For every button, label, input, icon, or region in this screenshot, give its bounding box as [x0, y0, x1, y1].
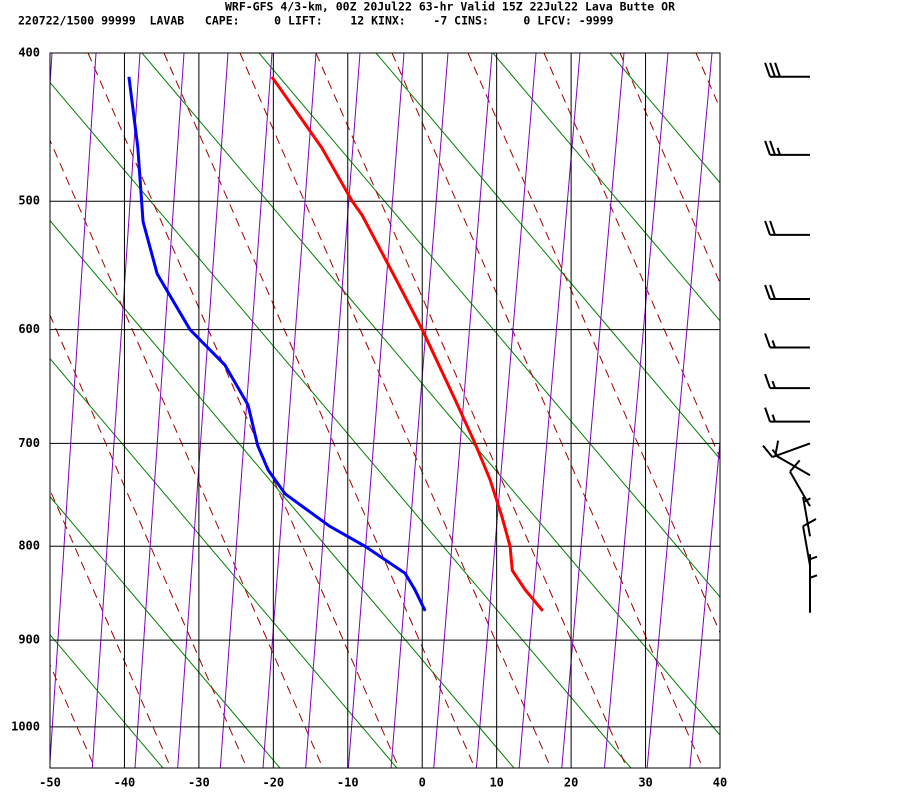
x-tick-label: -30 — [188, 776, 210, 790]
y-tick-label: 900 — [18, 633, 40, 647]
mixing-ratio — [134, 53, 185, 768]
mixing-ratio — [561, 53, 625, 768]
dry-adiabat — [141, 53, 720, 736]
y-tick-label: 600 — [18, 322, 40, 336]
dry-adiabat — [375, 53, 720, 460]
mixing-ratio — [262, 53, 317, 768]
mixing-ratio — [475, 53, 537, 768]
dry-adiabat — [492, 53, 720, 322]
mixing-ratio — [433, 53, 493, 768]
wind-barb — [762, 442, 811, 459]
dry-adiabat — [258, 53, 720, 598]
moist-adiabat — [50, 663, 96, 768]
dry-adiabat — [0, 53, 46, 768]
mixing-ratio — [518, 53, 581, 768]
moist-adiabat — [87, 53, 400, 768]
wind-barb — [802, 518, 817, 566]
mixing-ratio — [177, 53, 229, 768]
moist-adiabat — [239, 53, 552, 768]
mixing-ratio — [390, 53, 449, 768]
moist-adiabat — [50, 313, 248, 768]
moist-adiabat — [50, 488, 172, 768]
mixing-ratio — [305, 53, 361, 768]
profile-line — [270, 75, 544, 612]
moist-adiabat — [315, 53, 628, 768]
moist-adiabat — [619, 53, 720, 285]
moist-adiabat — [467, 53, 720, 634]
mixing-ratio — [646, 53, 713, 768]
dry-adiabat — [50, 633, 164, 768]
x-tick-label: 10 — [489, 776, 503, 790]
x-tick-label: -10 — [337, 776, 359, 790]
chart-title: WRF-GFS 4/3-km, 00Z 20Jul22 63-hr Valid … — [225, 0, 675, 14]
dry-adiabat — [50, 495, 281, 768]
wind-barb — [764, 140, 810, 156]
plot-frame — [49, 52, 721, 769]
y-tick-label: 400 — [18, 46, 40, 60]
y-tick-label: 800 — [18, 539, 40, 553]
x-tick-label: 30 — [638, 776, 652, 790]
wind-barb — [764, 407, 810, 423]
x-tick-label: -50 — [39, 776, 61, 790]
dry-adiabat — [50, 357, 398, 768]
moist-adiabat — [0, 53, 19, 768]
mixing-ratio — [347, 53, 405, 768]
dry-adiabat — [609, 53, 720, 184]
x-tick-label: -20 — [262, 776, 284, 790]
wind-barb — [774, 440, 811, 477]
mixing-ratio — [603, 53, 669, 768]
wind-barb — [809, 554, 818, 595]
x-tick-label: 40 — [713, 776, 727, 790]
reference-lines — [0, 53, 720, 768]
wind-barb — [764, 284, 810, 301]
profile-line — [127, 76, 427, 612]
mixing-ratio — [50, 53, 97, 768]
x-tick-label: 0 — [419, 776, 426, 790]
wind-barb — [809, 572, 818, 613]
dry-adiabat — [50, 219, 515, 768]
dry-adiabat — [50, 81, 632, 768]
y-tick-label: 500 — [18, 194, 40, 208]
mixing-ratio — [91, 53, 141, 768]
mixing-ratio — [689, 436, 720, 768]
wind-barb — [764, 333, 810, 349]
chart-subtitle: 220722/1500 99999 LAVAB CAPE: 0 LIFT: 12… — [18, 14, 614, 28]
moist-adiabat — [695, 53, 720, 110]
mixing-ratio — [219, 53, 273, 768]
x-tick-label: -40 — [114, 776, 136, 790]
moist-adiabat — [391, 53, 704, 768]
wind-barb — [764, 62, 810, 78]
x-tick-label: 20 — [564, 776, 578, 790]
mixing-ratio — [50, 53, 53, 93]
wind-barb — [764, 373, 810, 390]
y-tick-label: 1000 — [11, 719, 40, 733]
moist-adiabat — [163, 53, 476, 768]
wind-barb — [802, 496, 811, 537]
moist-adiabat — [50, 139, 324, 768]
y-tick-label: 700 — [18, 436, 40, 450]
wind-barb — [764, 220, 810, 236]
